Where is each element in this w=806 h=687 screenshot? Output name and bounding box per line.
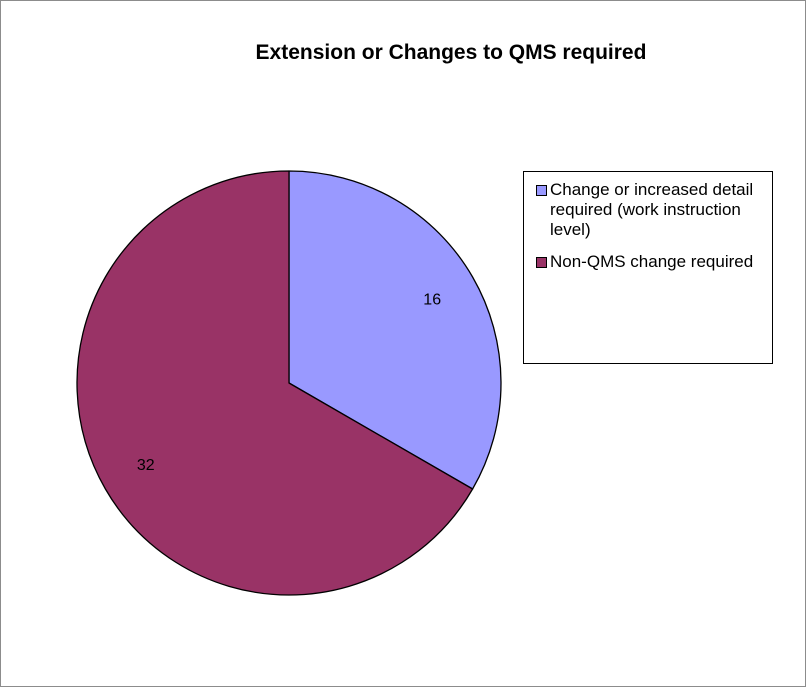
data-label-2: 32 bbox=[137, 457, 155, 474]
legend: Change or increased detail required (wor… bbox=[523, 171, 773, 364]
legend-swatch-2 bbox=[536, 257, 547, 268]
data-label-1: 16 bbox=[423, 292, 441, 309]
legend-item-2: Non-QMS change required bbox=[536, 252, 766, 272]
pie-slice-1 bbox=[288, 170, 502, 490]
legend-label-1: Change or increased detail required (wor… bbox=[550, 180, 754, 239]
pie-slices bbox=[76, 170, 502, 596]
legend-item-1: Change or increased detail required (wor… bbox=[536, 180, 766, 240]
legend-label-2: Non-QMS change required bbox=[550, 252, 754, 271]
chart-title: Extension or Changes to QMS required bbox=[255, 41, 647, 64]
legend-swatch-1 bbox=[536, 185, 547, 196]
pie-slice-2 bbox=[76, 170, 474, 596]
